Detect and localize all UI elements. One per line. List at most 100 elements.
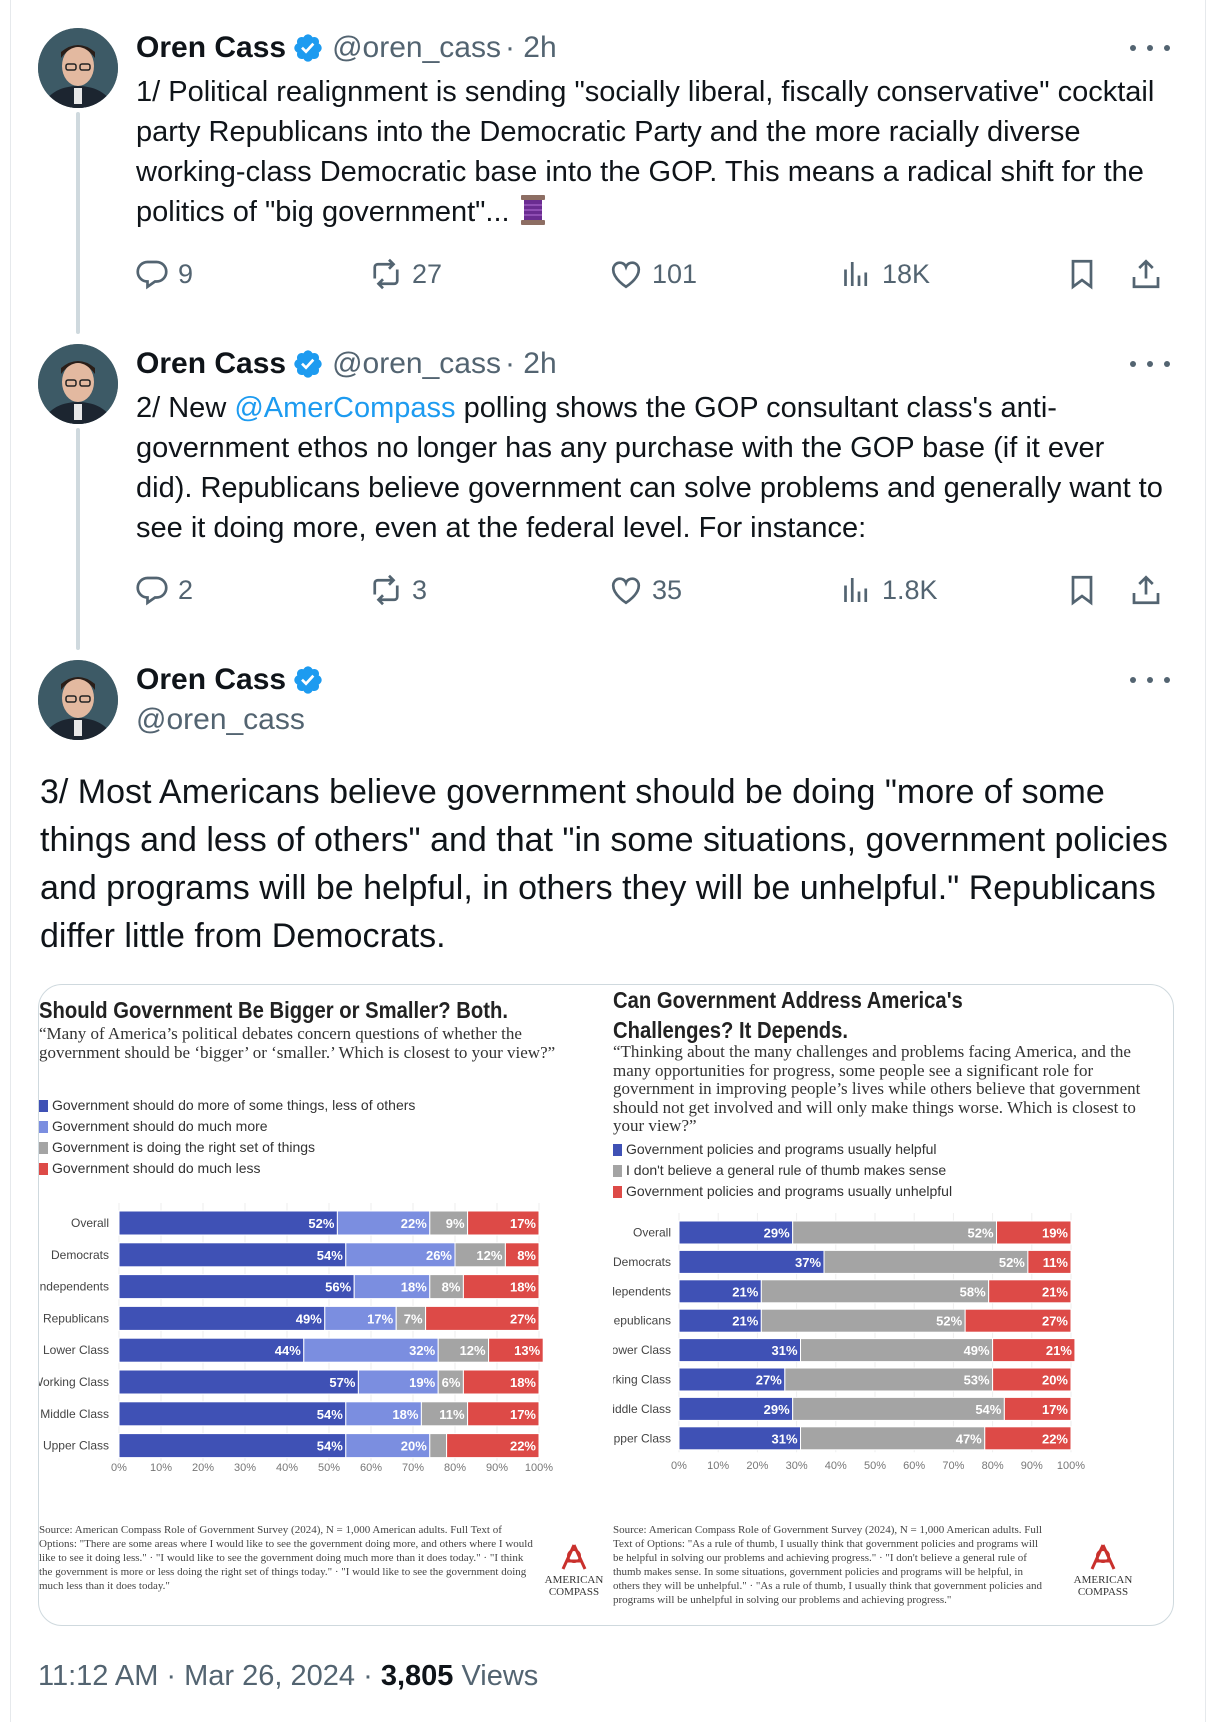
category-label: Working Class xyxy=(613,1373,671,1387)
category-label: Upper Class xyxy=(43,1439,109,1453)
american-compass-logo: AMERICAN COMPASS xyxy=(1063,1543,1143,1598)
like-button[interactable]: 35 xyxy=(608,572,682,608)
tweet-text: 2/ New @AmerCompass polling shows the GO… xyxy=(136,388,1166,548)
bar-segment xyxy=(1027,1249,1072,1274)
legend-item: I don't believe a general rule of thumb … xyxy=(613,1160,952,1181)
bar-value-label: 57% xyxy=(329,1375,355,1390)
author-handle[interactable]: @oren_cass xyxy=(136,703,305,736)
bar-segment xyxy=(1003,1396,1072,1421)
logo-text-line2: COMPASS xyxy=(548,1586,600,1598)
bar-value-label: 44% xyxy=(275,1343,301,1358)
bar-value-label: 52% xyxy=(967,1226,993,1241)
x-tick-label: 10% xyxy=(707,1460,729,1472)
x-tick-label: 0% xyxy=(111,1462,127,1474)
bookmark-icon xyxy=(1071,259,1093,290)
author-handle[interactable]: @oren_cass xyxy=(332,347,501,380)
share-button[interactable] xyxy=(1128,256,1172,292)
bookmark-button[interactable] xyxy=(1064,256,1108,292)
bar-value-label: 19% xyxy=(409,1375,435,1390)
bar-value-label: 17% xyxy=(510,1216,536,1231)
views-count: 18K xyxy=(882,258,931,289)
author-name[interactable]: Oren Cass xyxy=(136,347,287,380)
share-button[interactable] xyxy=(1128,572,1172,608)
bar-value-label: 6% xyxy=(442,1375,461,1390)
tweet-time[interactable]: · 2h xyxy=(504,347,557,380)
legend-item: Government should do more of some things… xyxy=(39,1095,415,1116)
category-label: Lower Class xyxy=(43,1343,109,1357)
views-icon xyxy=(844,262,868,286)
repost-button[interactable]: 27 xyxy=(368,256,442,292)
bar-value-label: 13% xyxy=(514,1343,540,1358)
bar-value-label: 22% xyxy=(1042,1431,1068,1446)
bar-value-label: 27% xyxy=(756,1373,782,1388)
chart-source: Source: American Compass Role of Governm… xyxy=(39,1524,533,1592)
reply-button[interactable]: 9 xyxy=(134,256,193,292)
bookmark-button[interactable] xyxy=(1064,572,1108,608)
x-tick-label: 100% xyxy=(525,1462,553,1474)
legend-item: Government should do much more xyxy=(39,1116,415,1137)
legend-swatch xyxy=(39,1120,48,1133)
tweet-timestamp[interactable]: 11:12 AM · Mar 26, 2024 · xyxy=(38,1660,381,1692)
author-handle[interactable]: @oren_cass xyxy=(332,31,501,64)
like-button[interactable]: 101 xyxy=(608,256,697,292)
x-tick-label: 10% xyxy=(150,1462,172,1474)
x-tick-label: 60% xyxy=(903,1460,925,1472)
tweet-text: 1/ Political realignment is sending "soc… xyxy=(136,72,1166,232)
more-options-icon[interactable] xyxy=(1130,352,1170,376)
bar-value-label: 9% xyxy=(446,1216,465,1231)
more-options-icon[interactable] xyxy=(1130,668,1170,692)
bar-value-label: 17% xyxy=(367,1311,393,1326)
bar-segment xyxy=(118,1305,326,1331)
avatar[interactable] xyxy=(38,28,118,108)
bar-segment xyxy=(429,1433,448,1459)
more-options-icon[interactable] xyxy=(1130,36,1170,60)
bar-segment xyxy=(118,1369,359,1395)
bar-segment xyxy=(792,1220,998,1245)
repost-button[interactable]: 3 xyxy=(368,572,427,608)
reply-button[interactable]: 2 xyxy=(134,572,193,608)
bar-segment xyxy=(446,1433,540,1459)
thread-spool-icon xyxy=(520,195,545,225)
bar-value-label: 29% xyxy=(764,1226,790,1241)
logo-text-line1: AMERICAN xyxy=(1073,1574,1133,1586)
bar-value-label: 11% xyxy=(1043,1255,1069,1270)
bar-chart-right: 0% 10% 20% 30% 40% 50% 60% 70% 80% 90% 100% Overall… xyxy=(613,1213,1085,1472)
bar-value-label: 27% xyxy=(1042,1314,1068,1329)
main-tweet-text: 3/ Most Americans believe government sho… xyxy=(40,773,1168,955)
bar-segment xyxy=(303,1337,439,1363)
bar-segment xyxy=(996,1220,1072,1245)
heart-icon xyxy=(611,577,641,605)
avatar[interactable] xyxy=(38,344,118,424)
x-tick-label: 70% xyxy=(402,1462,424,1474)
chart-legend: Government policies and programs usually… xyxy=(613,1139,952,1202)
tweet-media-image[interactable]: Should Government Be Bigger or Smaller? … xyxy=(38,984,1174,1626)
bar-value-label: 58% xyxy=(960,1284,986,1299)
bar-segment xyxy=(345,1401,422,1427)
category-label: Overall xyxy=(71,1216,109,1230)
tweet-time[interactable]: · 2h xyxy=(504,31,557,64)
reply-count: 2 xyxy=(178,574,194,605)
x-tick-label: 60% xyxy=(360,1462,382,1474)
avatar[interactable] xyxy=(38,660,118,740)
category-label: Democrats xyxy=(51,1248,109,1262)
author-name[interactable]: Oren Cass xyxy=(136,663,287,696)
avatar-portrait-icon xyxy=(38,28,118,108)
compass-logo-icon xyxy=(561,1544,587,1570)
x-tick-label: 50% xyxy=(318,1462,340,1474)
views-total: 3,805 xyxy=(380,1660,454,1692)
author-name[interactable]: Oren Cass xyxy=(136,31,287,64)
mention-link[interactable]: @AmerCompass xyxy=(234,392,456,424)
bar-value-label: 52% xyxy=(308,1216,334,1231)
bar-value-label: 49% xyxy=(296,1311,322,1326)
views-button[interactable]: 1.8K xyxy=(838,572,938,608)
views-button[interactable]: 18K xyxy=(838,256,930,292)
reply-count: 9 xyxy=(178,258,194,289)
x-tick-label: 0% xyxy=(671,1460,687,1472)
bar-segment xyxy=(984,1426,1072,1451)
x-tick-label: 90% xyxy=(1021,1460,1043,1472)
x-tick-label: 90% xyxy=(486,1462,508,1474)
legend-label: Government policies and programs usually… xyxy=(626,1141,937,1157)
american-compass-logo: AMERICAN COMPASS xyxy=(539,1543,609,1598)
bar-value-label: 31% xyxy=(771,1343,797,1358)
avatar-portrait-icon xyxy=(38,660,118,740)
